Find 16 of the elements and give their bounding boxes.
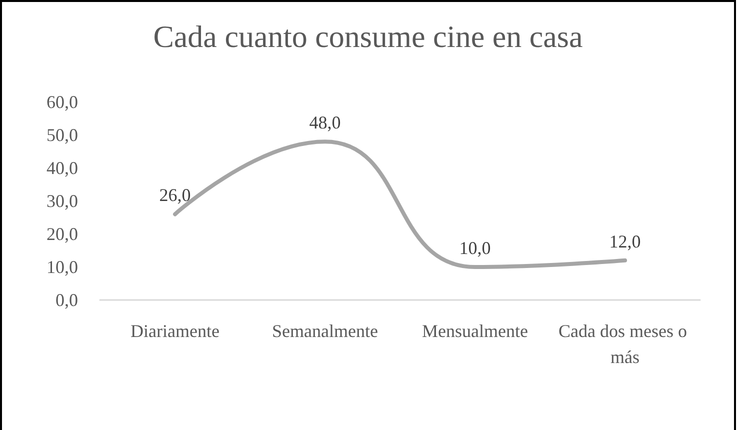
data-label: 12,0 [609,231,641,252]
x-tick-label: Cada dos meses o más [558,321,692,367]
y-tick-label: 0,0 [56,290,78,310]
x-tick-label: Semanalmente [272,321,378,341]
y-tick-label: 40,0 [46,158,78,178]
y-tick-label: 50,0 [46,125,78,145]
data-label: 10,0 [459,238,491,258]
y-tick-label: 30,0 [46,191,78,211]
x-tick-label: Diariamente [130,321,220,341]
y-tick-label: 60,0 [46,92,78,112]
y-tick-label: 10,0 [46,257,78,277]
chart-title: Cada cuanto consume cine en casa [153,19,583,54]
x-tick-label: Mensualmente [422,321,528,341]
data-label: 48,0 [309,112,341,133]
y-tick-label: 20,0 [46,224,78,244]
data-label: 26,0 [159,185,191,206]
